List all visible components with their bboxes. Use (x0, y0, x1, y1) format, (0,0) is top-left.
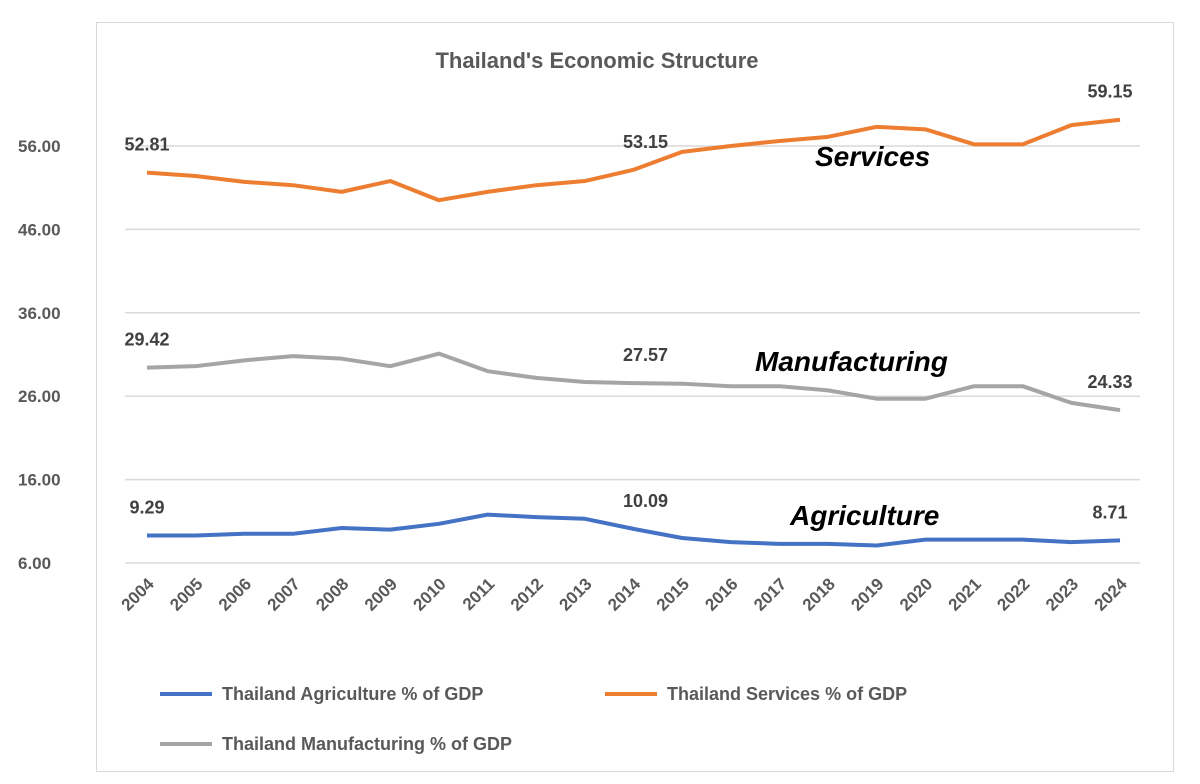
y-tick-label: 46.00 (18, 220, 61, 239)
x-tick-label: 2021 (945, 574, 985, 614)
data-label: 53.15 (623, 132, 668, 152)
x-tick-label: 2017 (750, 574, 790, 614)
x-tick-label: 2007 (264, 574, 304, 614)
y-tick-label: 6.00 (18, 554, 51, 573)
x-tick-label: 2004 (118, 574, 159, 615)
y-tick-label: 36.00 (18, 304, 61, 323)
data-label: 9.29 (129, 498, 164, 518)
x-tick-label: 2024 (1091, 574, 1132, 615)
chart-frame (96, 22, 1174, 772)
data-label: 10.09 (623, 491, 668, 511)
y-tick-label: 56.00 (18, 137, 61, 156)
data-label: 29.42 (124, 330, 169, 350)
x-tick-label: 2011 (459, 574, 499, 614)
data-label: 52.81 (124, 135, 169, 155)
x-tick-label: 2015 (653, 574, 693, 614)
legend-label: Thailand Services % of GDP (667, 684, 907, 704)
x-tick-label: 2012 (507, 574, 547, 614)
series-line-agriculture (146, 512, 1121, 548)
legend-label: Thailand Manufacturing % of GDP (222, 734, 512, 754)
x-tick-label: 2008 (312, 574, 352, 614)
chart-title: Thailand's Economic Structure (435, 48, 758, 73)
series-annotation: Services (815, 141, 930, 172)
x-tick-label: 2019 (847, 574, 887, 614)
y-tick-label: 26.00 (18, 387, 61, 406)
x-tick-label: 2022 (993, 574, 1033, 614)
x-tick-label: 2010 (410, 574, 450, 614)
x-tick-label: 2016 (701, 574, 741, 614)
x-tick-label: 2006 (215, 574, 255, 614)
x-tick-label: 2005 (166, 574, 206, 614)
series-annotation: Agriculture (789, 500, 939, 531)
series-annotation: Manufacturing (755, 346, 948, 377)
data-label: 59.15 (1087, 82, 1132, 102)
legend-label: Thailand Agriculture % of GDP (222, 684, 483, 704)
data-label: 27.57 (623, 345, 668, 365)
data-label: 24.33 (1087, 372, 1132, 392)
y-tick-label: 16.00 (18, 471, 61, 490)
x-tick-label: 2020 (896, 574, 936, 614)
x-tick-label: 2018 (799, 574, 839, 614)
x-tick-label: 2023 (1042, 574, 1082, 614)
x-tick-label: 2009 (361, 574, 401, 614)
x-tick-label: 2014 (604, 574, 645, 615)
data-label: 8.71 (1092, 502, 1127, 522)
x-tick-label: 2013 (555, 574, 595, 614)
